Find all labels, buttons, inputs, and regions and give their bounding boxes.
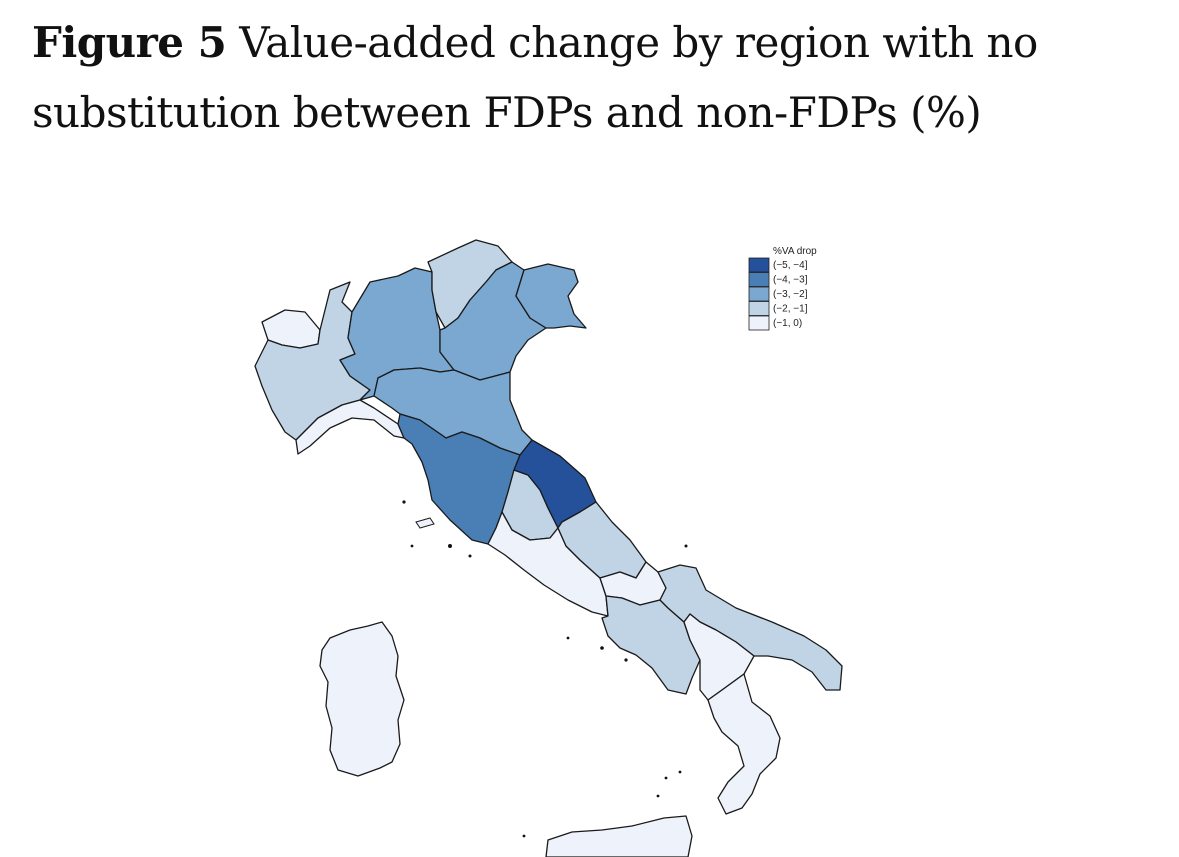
legend-swatch — [748, 257, 770, 273]
figure-label: Figure 5 — [32, 18, 227, 67]
island-dot — [448, 544, 452, 548]
region-liguria — [295, 399, 405, 455]
legend-swatch — [748, 315, 770, 331]
region-calabria — [707, 673, 781, 815]
region-friuli-venezia-giulia — [515, 263, 587, 329]
legend-label: (−1, 0) — [773, 318, 802, 329]
legend: %VA drop (−5, −4] (−4, −3] (−3, −2] (−2, −1… — [748, 246, 817, 331]
island-dot — [664, 776, 668, 780]
region-sardegna — [319, 621, 405, 777]
island-dot — [684, 544, 688, 548]
region-sicilia — [545, 815, 693, 857]
legend-title: %VA drop — [773, 246, 817, 257]
regions-layer — [254, 239, 843, 857]
legend-label: (−2, −1] — [773, 304, 808, 315]
legend-label: (−3, −2] — [773, 289, 808, 300]
island-dot — [600, 646, 604, 650]
island-dot — [624, 658, 628, 662]
legend-label: (−4, −3] — [773, 275, 808, 286]
island-dot — [410, 544, 414, 548]
legend-swatch — [748, 286, 770, 302]
island-dot — [468, 554, 472, 558]
small-islands — [402, 500, 688, 838]
legend-swatch — [748, 272, 770, 287]
region-campania — [601, 595, 701, 695]
figure-caption: Figure 5 Value-added change by region wi… — [32, 8, 1142, 148]
island-elba — [415, 517, 435, 529]
figure-title: Value-added change by region with no sub… — [32, 18, 1038, 137]
island-dot — [566, 636, 570, 640]
island-dot — [656, 794, 660, 798]
legend-label: (−5, −4] — [773, 260, 808, 271]
legend-swatch — [748, 301, 770, 316]
island-dot — [678, 770, 682, 774]
island-dot — [402, 500, 406, 504]
island-dot — [522, 834, 526, 838]
